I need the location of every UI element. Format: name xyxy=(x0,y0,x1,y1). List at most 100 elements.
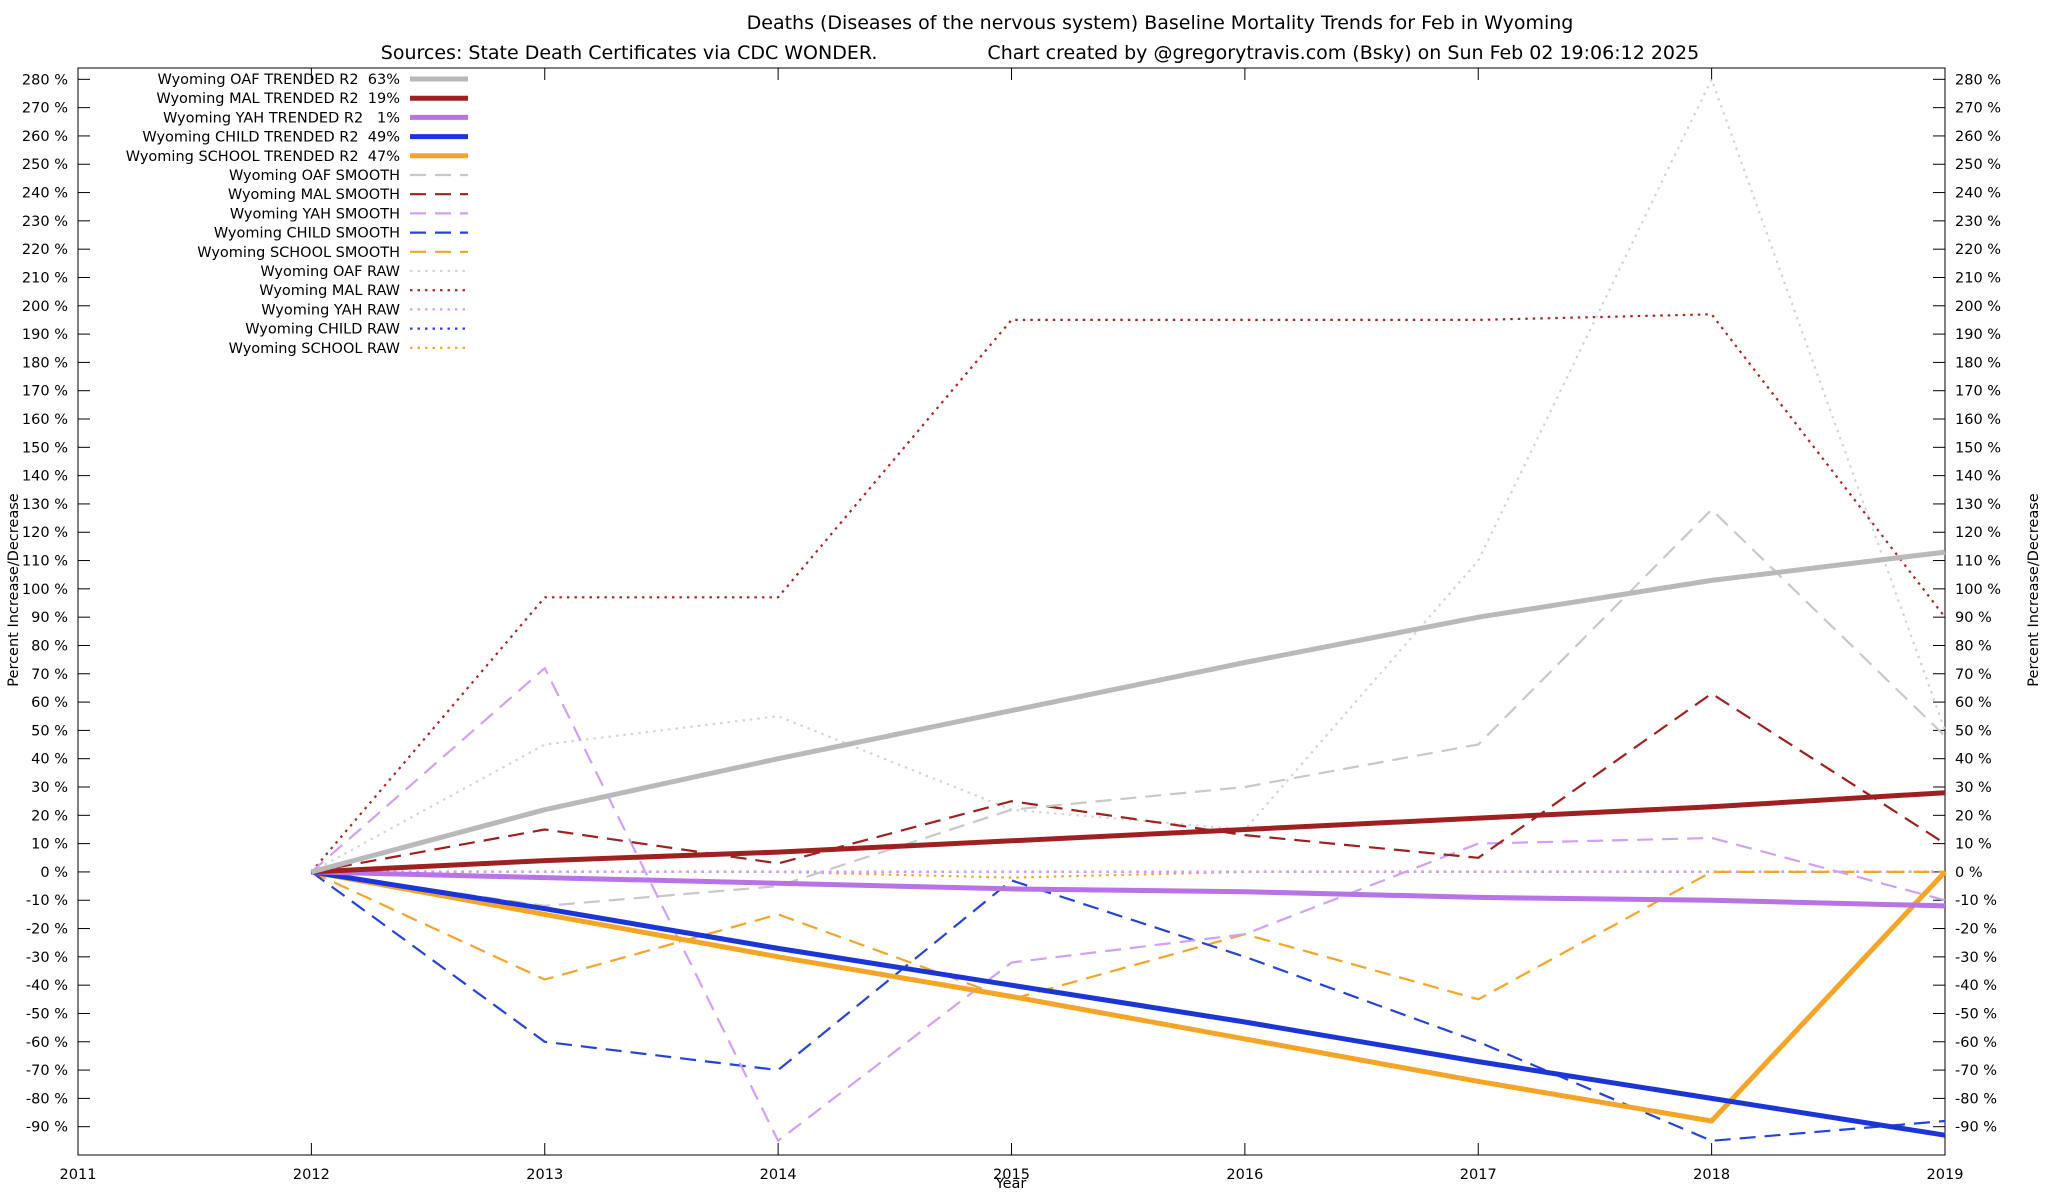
y-tick-label-right: -80 % xyxy=(1955,1091,1997,1107)
x-tick-label: 2015 xyxy=(993,1167,1030,1183)
legend-label-child-trended: Wyoming CHILD TRENDED R2 49% xyxy=(142,130,400,146)
x-tick-label: 2012 xyxy=(293,1167,330,1183)
y-tick-label-right: 250 % xyxy=(1955,157,2001,173)
y-tick-label-left: 280 % xyxy=(22,72,68,88)
y-tick-label-left: 90 % xyxy=(31,610,68,626)
legend-label-oaf-raw: Wyoming OAF RAW xyxy=(260,264,400,280)
y-tick-label-left: 70 % xyxy=(31,667,68,683)
y-tick-label-right: 280 % xyxy=(1955,72,2001,88)
y-tick-label-right: 60 % xyxy=(1955,695,1992,711)
y-tick-label-left: 80 % xyxy=(31,638,68,654)
x-axis-label: Year xyxy=(995,1176,1027,1192)
y-tick-label-right: 50 % xyxy=(1955,723,1992,739)
legend-label-child-smooth: Wyoming CHILD SMOOTH xyxy=(214,226,400,242)
y-tick-label-left: 240 % xyxy=(22,186,68,202)
legend-label-mal-raw: Wyoming MAL RAW xyxy=(259,283,400,299)
x-tick-label: 2019 xyxy=(1927,1167,1964,1183)
y-tick-label-right: -40 % xyxy=(1955,978,1997,994)
y-tick-label-right: -70 % xyxy=(1955,1063,1997,1079)
y-tick-label-left: 50 % xyxy=(31,723,68,739)
y-tick-label-right: 20 % xyxy=(1955,808,1992,824)
series-school-smooth xyxy=(310,870,1945,1001)
y-tick-label-right: -20 % xyxy=(1955,922,1997,938)
series-yah-smooth xyxy=(310,666,1946,1142)
chart-sources: Sources: State Death Certificates via CD… xyxy=(380,42,878,64)
legend-label-mal-trended: Wyoming MAL TRENDED R2 19% xyxy=(156,91,400,107)
x-tick-label: 2018 xyxy=(1693,1167,1730,1183)
series-yah-trended xyxy=(311,869,1946,909)
y-tick-label-left: 140 % xyxy=(22,469,68,485)
y-tick-label-right: -50 % xyxy=(1955,1006,1997,1022)
y-tick-label-right: 240 % xyxy=(1955,186,2001,202)
y-tick-label-left: -60 % xyxy=(26,1035,68,1051)
y-tick-label-left: -70 % xyxy=(26,1063,68,1079)
legend-label-school-smooth: Wyoming SCHOOL SMOOTH xyxy=(197,245,400,261)
y-tick-label-left: 210 % xyxy=(22,270,68,286)
y-tick-label-right: 70 % xyxy=(1955,667,1992,683)
y-tick-label-left: 190 % xyxy=(22,327,68,343)
y-tick-label-right: 120 % xyxy=(1955,525,2001,541)
y-tick-label-left: 250 % xyxy=(22,157,68,173)
x-tick-label: 2014 xyxy=(760,1167,797,1183)
series-oaf-smooth xyxy=(311,508,1946,908)
y-tick-label-left: 60 % xyxy=(31,695,68,711)
y-tick-label-left: 150 % xyxy=(22,440,68,456)
y-tick-label-left: -50 % xyxy=(26,1006,68,1022)
legend-label-oaf-smooth: Wyoming OAF SMOOTH xyxy=(229,168,400,184)
y-tick-label-right: 140 % xyxy=(1955,469,2001,485)
y-tick-label-left: 270 % xyxy=(22,101,68,117)
legend-label-oaf-trended: Wyoming OAF TRENDED R2 63% xyxy=(157,72,400,88)
y-tick-label-left: 20 % xyxy=(31,808,68,824)
y-tick-label-left: -90 % xyxy=(26,1120,68,1136)
y-tick-label-left: -40 % xyxy=(26,978,68,994)
y-tick-label-right: 230 % xyxy=(1955,214,2001,230)
y-tick-label-left: -10 % xyxy=(26,893,68,909)
series-child-trended xyxy=(311,869,1946,1138)
y-tick-label-right: 30 % xyxy=(1955,780,1992,796)
x-tick-label: 2017 xyxy=(1460,1167,1497,1183)
y-tick-label-left: 110 % xyxy=(22,554,68,570)
y-tick-label-right: 110 % xyxy=(1955,554,2001,570)
y-tick-label-left: 40 % xyxy=(31,752,68,768)
y-tick-label-right: 90 % xyxy=(1955,610,1992,626)
y-tick-label-left: -30 % xyxy=(26,950,68,966)
y-tick-label-left: 100 % xyxy=(22,582,68,598)
y-tick-label-right: 210 % xyxy=(1955,270,2001,286)
y-tick-label-left: 120 % xyxy=(22,525,68,541)
x-tick-label: 2011 xyxy=(60,1167,97,1183)
y-tick-label-left: 0 % xyxy=(40,865,68,881)
y-tick-label-right: 220 % xyxy=(1955,242,2001,258)
y-tick-label-right: -60 % xyxy=(1955,1035,1997,1051)
y-tick-label-right: 180 % xyxy=(1955,355,2001,371)
x-tick-label: 2016 xyxy=(1226,1167,1263,1183)
series-oaf-raw xyxy=(310,78,1947,873)
y-tick-label-left: 220 % xyxy=(22,242,68,258)
legend-label-yah-smooth: Wyoming YAH SMOOTH xyxy=(230,206,400,222)
y-tick-label-left: 200 % xyxy=(22,299,68,315)
y-tick-label-left: 170 % xyxy=(22,384,68,400)
y-tick-label-right: 190 % xyxy=(1955,327,2001,343)
series-mal-trended xyxy=(311,790,1946,875)
y-tick-label-left: 130 % xyxy=(22,497,68,513)
y-tick-label-right: 150 % xyxy=(1955,440,2001,456)
y-tick-label-right: -30 % xyxy=(1955,950,1997,966)
chart-subtitle: Sources: State Death Certificates via CD… xyxy=(381,42,1699,64)
y-tick-label-left: 160 % xyxy=(22,412,68,428)
y-tick-label-right: 0 % xyxy=(1955,865,1983,881)
y-tick-label-right: 40 % xyxy=(1955,752,1992,768)
series-oaf-trended xyxy=(310,549,1946,875)
series-mal-smooth xyxy=(311,692,1946,873)
chart-title: Deaths (Diseases of the nervous system) … xyxy=(746,12,1574,34)
y-tick-label-left: -20 % xyxy=(26,922,68,938)
y-tick-label-right: 80 % xyxy=(1955,638,1992,654)
y-tick-label-left: -80 % xyxy=(26,1091,68,1107)
y-tick-label-right: 200 % xyxy=(1955,299,2001,315)
x-tick-label: 2013 xyxy=(526,1167,563,1183)
legend-label-child-raw: Wyoming CHILD RAW xyxy=(245,322,400,338)
legend-label-school-raw: Wyoming SCHOOL RAW xyxy=(229,341,400,357)
y-tick-label-left: 10 % xyxy=(31,837,68,853)
y-tick-label-left: 30 % xyxy=(31,780,68,796)
series-child-smooth xyxy=(310,871,1946,1142)
legend-label-mal-smooth: Wyoming MAL SMOOTH xyxy=(228,187,400,203)
